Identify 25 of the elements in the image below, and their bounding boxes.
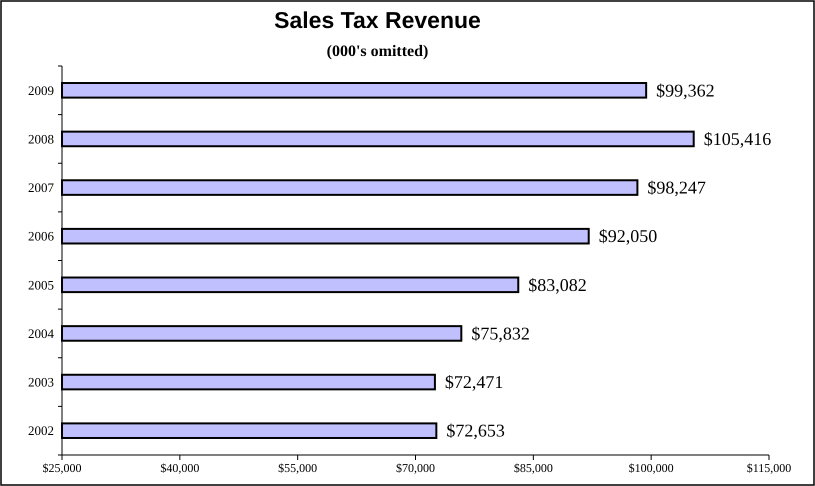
x-tick-label: $85,000 xyxy=(514,461,553,475)
x-tick-label: $100,000 xyxy=(628,461,674,475)
data-label: $75,832 xyxy=(471,323,530,344)
data-label: $83,082 xyxy=(528,274,587,295)
y-tick-label: 2004 xyxy=(28,326,54,341)
data-label: $72,471 xyxy=(444,372,504,392)
x-tick-label: $25,000 xyxy=(42,461,82,475)
y-tick-label: 2006 xyxy=(28,228,54,244)
y-tick-label: 2005 xyxy=(28,277,54,292)
x-tick-label: $70,000 xyxy=(396,461,435,475)
y-tick-label: 2007 xyxy=(28,180,54,196)
x-tick-label: $115,000 xyxy=(746,461,792,475)
y-tick-label: 2008 xyxy=(28,131,54,146)
data-label: $105,416 xyxy=(704,128,772,149)
y-tick-label: 2002 xyxy=(28,423,54,438)
data-label: $99,362 xyxy=(656,80,715,100)
chart-title: Sales Tax Revenue xyxy=(274,7,481,33)
chart-subtitle: (000's omitted) xyxy=(326,43,428,60)
x-tick-label: $40,000 xyxy=(160,461,200,475)
data-label: $72,653 xyxy=(446,420,505,441)
y-tick-label: 2003 xyxy=(28,374,54,390)
data-label: $98,247 xyxy=(647,178,706,198)
x-tick-label: $55,000 xyxy=(278,461,318,475)
data-label: $92,050 xyxy=(598,226,658,246)
y-tick-label: 2009 xyxy=(28,82,54,98)
